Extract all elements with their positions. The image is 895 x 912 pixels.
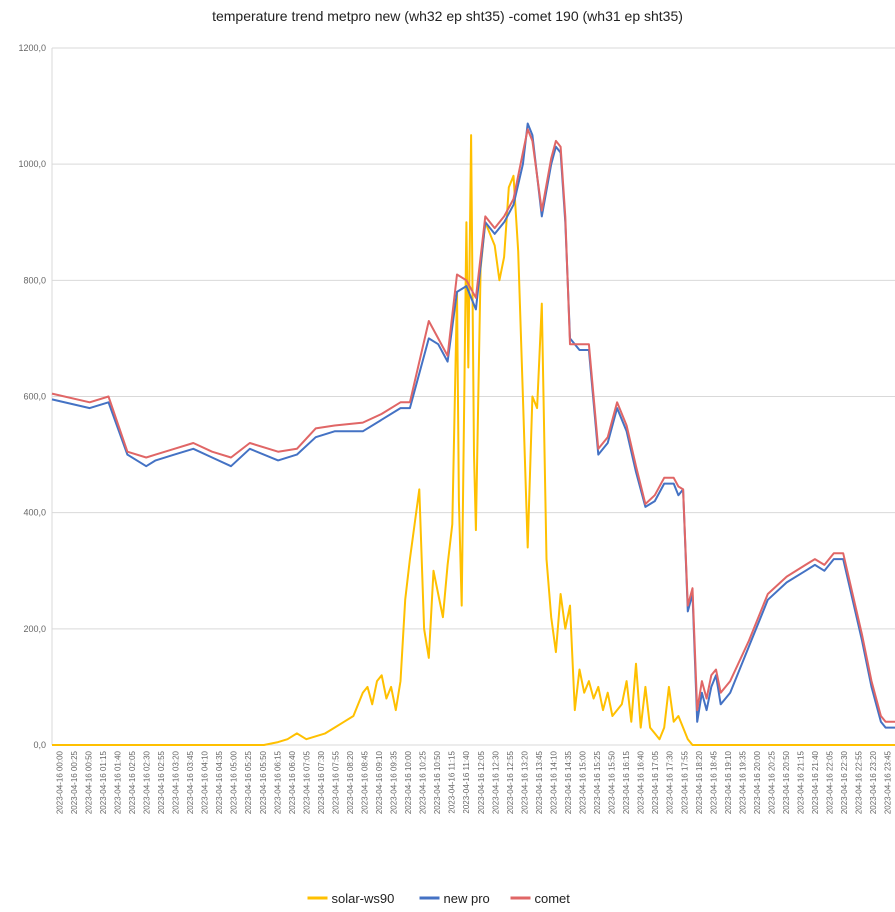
x-tick-label: 2023-04-16 07:30 xyxy=(317,750,326,814)
chart-title: temperature trend metpro new (wh32 ep sh… xyxy=(212,8,683,24)
series-line-solar-ws90 xyxy=(52,134,895,746)
x-tick-label: 2023-04-16 14:35 xyxy=(564,750,573,814)
x-tick-label: 2023-04-16 08:20 xyxy=(346,750,355,814)
x-tick-label: 2023-04-16 09:35 xyxy=(390,750,399,814)
x-tick-label: 2023-04-16 15:00 xyxy=(579,750,588,814)
x-tick-label: 2023-04-16 13:45 xyxy=(535,750,544,814)
x-tick-label: 2023-04-16 00:50 xyxy=(84,750,93,814)
x-tick-label: 2023-04-16 10:50 xyxy=(433,750,442,814)
x-tick-label: 2023-04-16 14:10 xyxy=(549,750,558,814)
y-tick-label: 800,0 xyxy=(23,275,46,285)
legend-label: comet xyxy=(535,891,571,906)
legend-label: new pro xyxy=(444,891,490,906)
x-tick-label: 2023-04-16 02:55 xyxy=(157,750,166,814)
x-tick-label: 2023-04-16 17:30 xyxy=(666,750,675,814)
x-tick-label: 2023-04-16 10:00 xyxy=(404,750,413,814)
x-tick-label: 2023-04-16 00:00 xyxy=(55,750,64,814)
x-tick-label: 2023-04-16 16:15 xyxy=(622,750,631,814)
x-tick-label: 2023-04-16 17:05 xyxy=(651,750,660,814)
x-tick-label: 2023-04-16 02:30 xyxy=(142,750,151,814)
x-tick-label: 2023-04-16 04:10 xyxy=(201,750,210,814)
x-tick-label: 2023-04-16 21:15 xyxy=(797,750,806,814)
x-tick-label: 2023-04-16 12:55 xyxy=(506,750,515,814)
x-tick-label: 2023-04-16 11:40 xyxy=(462,750,471,813)
x-tick-label: 2023-04-16 21:40 xyxy=(811,750,820,814)
x-tick-label: 2023-04-16 15:50 xyxy=(608,750,617,814)
x-tick-label: 2023-04-16 04:35 xyxy=(215,750,224,814)
x-tick-label: 2023-04-16 10:25 xyxy=(419,750,428,814)
x-tick-label: 2023-04-16 22:55 xyxy=(855,750,864,814)
series-line-comet xyxy=(51,128,895,723)
x-tick-label: 2023-04-16 07:55 xyxy=(331,750,340,814)
y-tick-label: 1000,0 xyxy=(18,159,46,169)
x-tick-label: 2023-04-16 15:25 xyxy=(593,750,602,814)
legend-label: solar-ws90 xyxy=(332,891,395,906)
x-tick-label: 2023-04-16 13:20 xyxy=(520,750,529,814)
x-tick-label: 2023-04-16 07:05 xyxy=(302,750,311,814)
y-tick-label: 0,0 xyxy=(33,740,46,750)
x-tick-label: 2023-04-16 19:35 xyxy=(738,750,747,814)
x-tick-label: 2023-04-16 01:40 xyxy=(113,750,122,814)
x-tick-label: 2023-04-16 18:45 xyxy=(709,750,718,814)
x-tick-label: 2023-04-16 12:30 xyxy=(491,750,500,814)
x-tick-label: 2023-04-16 20:25 xyxy=(767,750,776,814)
y-tick-label: 200,0 xyxy=(23,624,46,634)
x-tick-label: 2023-04-16 22:30 xyxy=(840,750,849,814)
axes: 0,0 200,0 400,0 600,0 800,0 1000,0 1200,0 2023-… xyxy=(18,43,892,814)
x-tick-label: 2023-04-16 03:45 xyxy=(186,750,195,814)
x-tick-label: 2023-04-16 06:15 xyxy=(273,750,282,814)
x-tick-label: 2023-04-16 06:40 xyxy=(288,750,297,814)
x-tick-label: 2023-04-16 05:25 xyxy=(244,750,253,814)
y-tick-label: 400,0 xyxy=(23,508,46,518)
legend: solar-ws90 new pro comet xyxy=(307,891,571,906)
y-tick-label: 600,0 xyxy=(23,392,46,402)
x-tick-label: 2023-04-16 05:50 xyxy=(259,750,268,814)
x-tick-label: 2023-04-16 05:00 xyxy=(230,750,239,814)
x-tick-label: 2023-04-16 08:45 xyxy=(360,750,369,814)
x-tick-label: 2023-04-16 09:10 xyxy=(375,750,384,814)
x-tick-label: 2023-04-16 16:40 xyxy=(637,750,646,814)
x-tick-label: 2023-04-16 02:05 xyxy=(128,750,137,814)
x-tick-label: 2023-04-16 19:10 xyxy=(724,750,733,814)
x-tick-label: 2023-04-16 20:50 xyxy=(782,750,791,814)
x-tick-label: 2023-04-16 03:20 xyxy=(172,750,181,814)
x-tick-label: 2023-04-16 01:15 xyxy=(99,750,108,814)
series-lines xyxy=(51,122,895,746)
x-tick-label: 2023-04-16 18:20 xyxy=(695,750,704,814)
x-tick-label: 2023-04-16 00:25 xyxy=(70,750,79,814)
x-tick-label: 2023-04-16 20:00 xyxy=(753,750,762,814)
x-tick-label: 2023-04-16 12:05 xyxy=(477,750,486,814)
x-tick-label: 2023-04-16 23:20 xyxy=(869,750,878,814)
y-tick-label: 1200,0 xyxy=(18,43,46,53)
x-tick-label: 2023-04-16 22:05 xyxy=(826,750,835,814)
x-tick-label: 2023-04-16 17:55 xyxy=(680,750,689,814)
x-tick-label: 2023-04-16 23:45 xyxy=(884,750,893,814)
x-tick-label: 2023-04-16 11:15 xyxy=(448,750,457,813)
